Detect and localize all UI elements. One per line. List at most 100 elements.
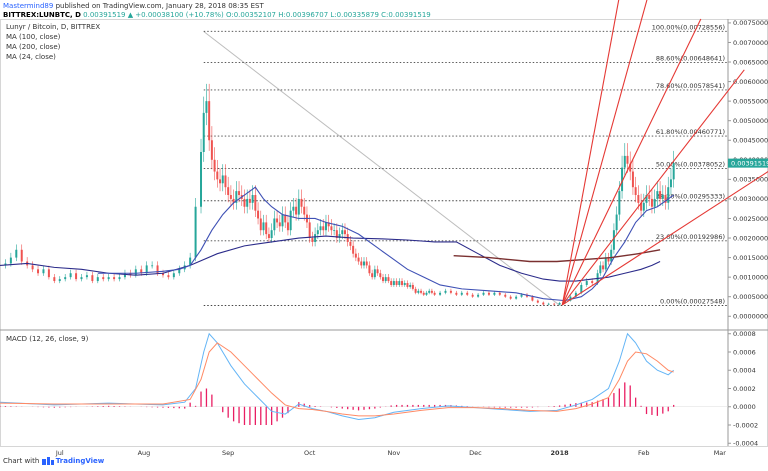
candle-body: [276, 218, 279, 223]
ma24-line: [97, 186, 674, 302]
candle-body: [319, 226, 322, 231]
candle-body: [286, 222, 289, 231]
candle-body: [455, 292, 458, 295]
candle-body: [248, 198, 251, 203]
author-name[interactable]: Mastermind89: [3, 2, 54, 10]
candle-body: [373, 269, 376, 278]
candle-body: [536, 300, 539, 303]
candle-body: [531, 296, 534, 301]
candle-body: [637, 195, 640, 203]
signal-line: [0, 342, 674, 417]
fib-level-label: 61.80%(0.00460771): [656, 128, 725, 136]
candle-body: [430, 290, 433, 293]
candle-body: [471, 294, 474, 297]
candle-body: [547, 303, 550, 305]
candle-body: [365, 261, 368, 266]
candle-body: [395, 281, 398, 285]
candle-body: [466, 292, 469, 295]
candle-body: [292, 206, 295, 211]
candle-body: [324, 222, 327, 231]
candle-body: [387, 277, 390, 282]
candle-body: [300, 198, 303, 207]
candle-body: [194, 206, 197, 258]
candle-body: [284, 214, 287, 223]
candle-body: [498, 292, 501, 295]
candle-body: [444, 290, 447, 293]
candle-body: [140, 269, 143, 274]
time-tick-label: Aug: [138, 449, 151, 457]
candle-body: [343, 230, 346, 235]
candle-body: [615, 214, 618, 231]
candle-body: [254, 195, 257, 211]
candle-body: [205, 101, 208, 113]
candle-body: [482, 292, 485, 295]
candle-body: [504, 294, 507, 297]
trend-line: [203, 31, 560, 306]
candle-body: [398, 281, 401, 285]
candle-body: [246, 198, 249, 207]
candle-body: [64, 277, 67, 280]
plot-frame: [0, 19, 768, 447]
macd-tick-label: 0.0004: [733, 367, 756, 375]
candle-body: [569, 296, 572, 301]
candle-body: [232, 198, 235, 203]
candle-body: [151, 265, 154, 267]
time-tick-label: Dec: [469, 449, 482, 457]
candle-body: [235, 191, 238, 203]
candle-body: [439, 292, 442, 295]
candle-body: [363, 261, 365, 266]
candle-body: [91, 275, 94, 282]
candle-body: [123, 273, 126, 278]
candle-body: [31, 265, 34, 270]
candle-body: [338, 234, 341, 239]
candle-body: [591, 281, 594, 284]
ohlc-readout: 0.00391519 ▲ +0.00038100 (+10.78%) O:0.0…: [80, 11, 431, 19]
candle-body: [382, 277, 385, 282]
ma24-label[interactable]: MA (24, close): [6, 53, 56, 61]
candle-body: [612, 230, 615, 250]
candle-body: [640, 202, 643, 211]
candle-body: [303, 206, 306, 215]
time-tick-label: Nov: [388, 449, 401, 457]
candle-body: [634, 187, 637, 196]
candle-body: [265, 222, 268, 235]
macd-label[interactable]: MACD (12, 26, close, 9): [6, 335, 89, 343]
time-tick-label: Jul: [55, 449, 64, 457]
ma100-label[interactable]: MA (100, close): [6, 33, 61, 41]
fib-level-label: 38.20%(0.00295333): [656, 193, 725, 201]
candle-body: [626, 155, 629, 164]
candle-body: [322, 226, 325, 231]
candle-body: [525, 294, 528, 297]
candle-body: [406, 283, 409, 287]
candle-body: [295, 206, 298, 215]
tradingview-brand[interactable]: TradingView: [55, 457, 105, 465]
candle-body: [278, 222, 281, 227]
candle-body: [368, 265, 371, 274]
candle-body: [392, 281, 395, 285]
candle-body: [107, 277, 110, 280]
candle-body: [574, 292, 577, 297]
candle-body: [409, 284, 412, 287]
candle-body: [542, 302, 545, 305]
macd-tick-label: -0.0004: [733, 440, 758, 448]
candle-body: [672, 163, 675, 180]
candle-body: [602, 265, 605, 270]
ma200-label[interactable]: MA (200, close): [6, 43, 61, 51]
candle-body: [75, 273, 78, 280]
chart-header: Mastermind89 published on TradingView.co…: [3, 2, 563, 20]
candle-body: [449, 290, 452, 293]
chart-with-label: Chart with: [3, 457, 40, 465]
candle-body: [172, 273, 175, 278]
macd-tick-label: 0.0008: [733, 330, 756, 338]
fib-level-label: 100.00%(0.00728556): [652, 23, 725, 31]
tradingview-logo-icon: [41, 457, 54, 465]
candle-body: [357, 257, 360, 262]
